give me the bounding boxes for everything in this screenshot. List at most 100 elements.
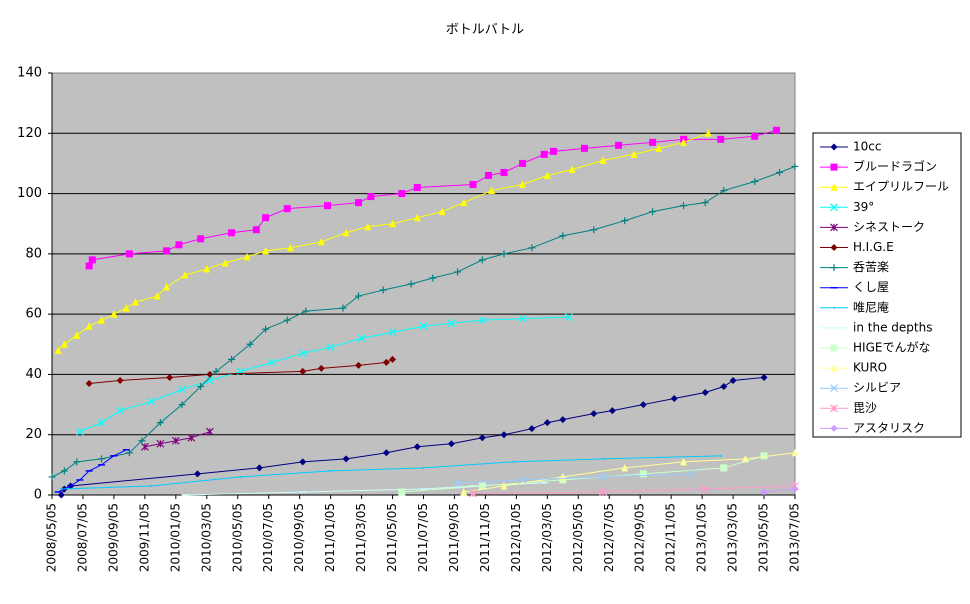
marker xyxy=(181,270,189,279)
marker xyxy=(339,304,347,312)
series-line xyxy=(473,485,796,494)
legend-marker xyxy=(830,223,838,232)
x-tick-label: 2011/11/05 xyxy=(478,503,492,572)
marker xyxy=(701,485,710,493)
legend-label: H.I.G.E xyxy=(853,240,894,254)
series xyxy=(60,454,722,490)
legend-label: 10cc xyxy=(853,140,881,154)
marker xyxy=(324,202,332,210)
marker xyxy=(791,448,799,457)
marker xyxy=(680,202,688,210)
legend-label: 呑苦楽 xyxy=(853,260,889,274)
marker xyxy=(469,489,477,498)
marker xyxy=(354,199,362,207)
marker xyxy=(194,470,202,478)
marker xyxy=(500,431,508,439)
marker xyxy=(500,168,508,176)
marker xyxy=(518,314,527,323)
y-tick-label: 140 xyxy=(17,66,42,81)
marker xyxy=(153,292,161,300)
marker xyxy=(565,313,573,322)
marker xyxy=(460,198,468,207)
marker xyxy=(267,358,276,367)
y-tick-label: 0 xyxy=(34,488,42,503)
marker xyxy=(388,328,397,337)
x-tick-label: 2010/01/05 xyxy=(168,503,182,572)
marker xyxy=(389,219,397,228)
marker xyxy=(178,385,186,394)
marker xyxy=(413,213,421,222)
marker xyxy=(85,262,93,270)
marker xyxy=(621,463,629,472)
marker xyxy=(478,256,486,264)
marker xyxy=(354,361,362,369)
marker xyxy=(701,199,709,207)
marker xyxy=(729,376,737,384)
marker xyxy=(48,473,56,481)
legend-label: HIGEでんがな xyxy=(853,340,930,355)
marker xyxy=(550,147,558,155)
marker xyxy=(568,165,576,173)
plot-area xyxy=(51,72,796,496)
marker xyxy=(602,457,605,460)
marker xyxy=(98,316,106,324)
marker xyxy=(88,256,96,264)
marker xyxy=(485,171,493,179)
legend-marker xyxy=(830,344,838,352)
y-tick-label: 120 xyxy=(17,126,42,141)
x-tick-label: 2013/01/05 xyxy=(695,503,709,572)
marker xyxy=(57,491,65,499)
marker xyxy=(379,286,387,294)
x-tick-label: 2012/07/05 xyxy=(602,503,616,572)
series-line xyxy=(61,455,721,490)
marker xyxy=(559,416,567,424)
series xyxy=(75,313,573,436)
marker xyxy=(407,280,415,288)
marker xyxy=(469,181,477,189)
marker xyxy=(488,186,496,195)
legend-label: 唯尼庵 xyxy=(853,299,889,314)
marker xyxy=(246,340,254,348)
x-tick-label: 2009/09/05 xyxy=(106,503,120,572)
x-tick-label: 2009/11/05 xyxy=(137,503,151,572)
series xyxy=(85,126,780,270)
marker xyxy=(221,258,229,267)
marker xyxy=(590,226,598,234)
marker xyxy=(599,488,607,496)
marker xyxy=(140,442,149,451)
marker xyxy=(73,331,81,339)
marker xyxy=(60,340,68,348)
marker xyxy=(478,316,487,325)
marker xyxy=(389,355,397,363)
marker xyxy=(354,292,362,300)
marker xyxy=(166,373,174,381)
legend-marker xyxy=(830,424,838,432)
marker xyxy=(197,382,205,390)
marker xyxy=(419,322,428,331)
legend-label: 毘沙 xyxy=(853,401,877,415)
marker xyxy=(367,193,375,201)
marker xyxy=(760,373,768,381)
series xyxy=(57,373,768,499)
x-tick-label: 2010/07/05 xyxy=(261,503,275,572)
marker xyxy=(447,319,456,328)
marker xyxy=(116,376,124,384)
marker xyxy=(599,472,607,481)
marker xyxy=(262,325,270,333)
marker xyxy=(317,364,325,372)
marker xyxy=(110,310,118,318)
marker xyxy=(54,346,62,354)
marker xyxy=(205,427,214,436)
x-tick-label: 2010/03/05 xyxy=(199,503,213,572)
legend-marker xyxy=(830,203,838,212)
marker xyxy=(760,452,768,460)
marker xyxy=(615,141,623,149)
y-tick-label: 40 xyxy=(25,367,42,382)
marker xyxy=(500,250,508,258)
legend-label: シネストーク xyxy=(853,220,925,234)
marker xyxy=(262,214,270,222)
marker xyxy=(478,482,486,490)
marker xyxy=(116,406,125,415)
legend-marker xyxy=(830,183,838,191)
marker xyxy=(590,410,598,418)
